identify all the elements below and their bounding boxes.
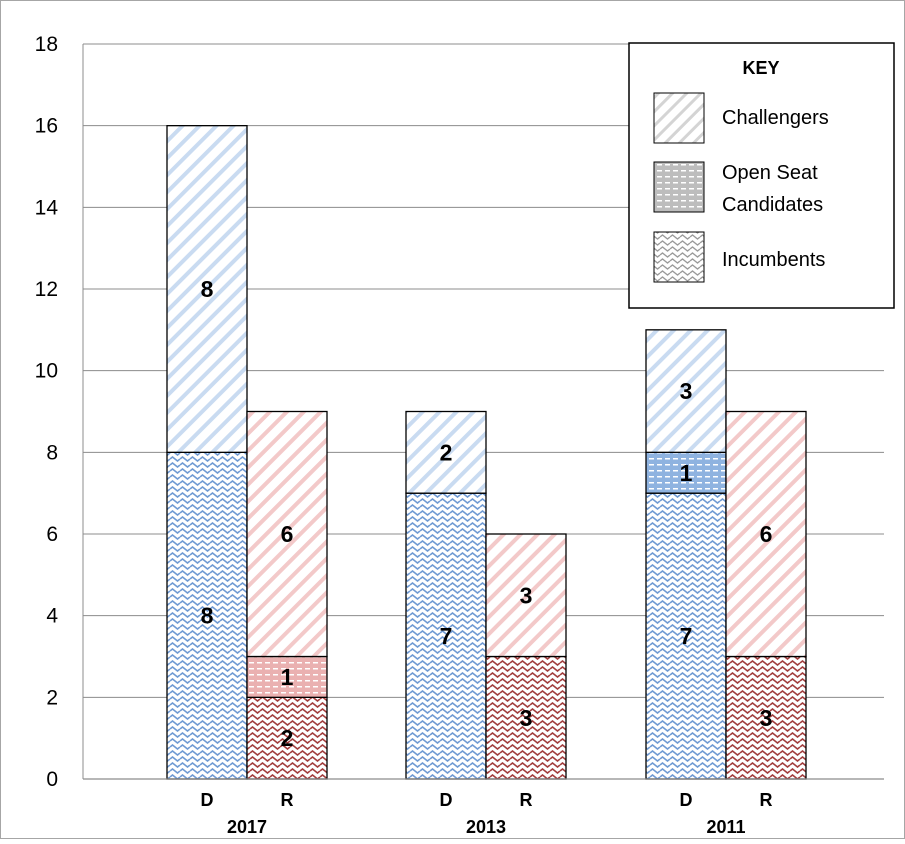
data-label: 7 [680, 623, 693, 649]
bar-segment-2011-D-challengers [645, 329, 727, 453]
data-label: 6 [281, 521, 294, 547]
y-tick-label: 12 [35, 278, 58, 301]
legend-label-open-seat-line1: Open Seat [722, 162, 818, 184]
y-tick-label: 14 [35, 196, 59, 219]
legend-label-challengers: Challengers [722, 107, 829, 129]
y-tick-label: 10 [35, 360, 58, 383]
data-label: 2 [281, 725, 294, 751]
y-tick-label: 16 [35, 115, 58, 138]
bar-segment-2013-R-challengers [485, 533, 567, 658]
x-group-label: 2013 [466, 817, 506, 837]
y-tick-label: 8 [46, 441, 58, 464]
x-group-label: 2017 [227, 817, 267, 837]
bar-segment-2017-R-challengers [246, 410, 328, 658]
data-label: 8 [201, 276, 214, 302]
y-tick-label: 18 [35, 33, 58, 56]
legend-title: KEY [742, 58, 779, 78]
x-party-label: D [680, 790, 693, 810]
data-label: 3 [520, 705, 533, 731]
y-tick-label: 2 [46, 686, 58, 709]
legend-swatch-open-seat [653, 161, 705, 213]
bar-segment-2013-R-incumbents [485, 655, 567, 780]
bar-segment-2013-D-challengers [405, 410, 487, 494]
legend: KEY Challengers Open Seat Candidates Inc… [628, 42, 895, 309]
data-label: 3 [520, 582, 533, 608]
y-tick-label: 0 [46, 768, 58, 791]
data-label: 1 [680, 460, 693, 486]
data-label: 3 [760, 705, 773, 731]
y-tick-label: 4 [46, 605, 58, 628]
legend-label-open-seat-line2: Candidates [722, 194, 823, 216]
legend-swatch-challengers [653, 92, 705, 144]
data-label: 2 [440, 439, 453, 465]
x-party-label: R [281, 790, 294, 810]
legend-swatch-incumbents [653, 231, 705, 283]
data-label: 3 [680, 378, 693, 404]
bar-segment-2011-R-incumbents [725, 655, 807, 780]
data-label: 8 [201, 603, 214, 629]
x-party-label: D [440, 790, 453, 810]
x-party-label: D [201, 790, 214, 810]
x-party-label: R [520, 790, 533, 810]
x-group-label: 2011 [706, 817, 745, 837]
segment-labels: 8 8 2 1 6 7 2 3 3 7 1 3 3 6 [201, 276, 773, 751]
data-label: 7 [440, 623, 453, 649]
y-tick-label: 6 [46, 523, 58, 546]
data-label: 1 [281, 664, 294, 690]
bar-segment-2011-R-challengers [725, 410, 807, 658]
bars [166, 125, 807, 780]
data-label: 6 [760, 521, 773, 547]
legend-label-incumbents: Incumbents [722, 249, 825, 271]
bar-segment-2017-D-challengers [166, 125, 248, 453]
x-party-label: R [760, 790, 773, 810]
